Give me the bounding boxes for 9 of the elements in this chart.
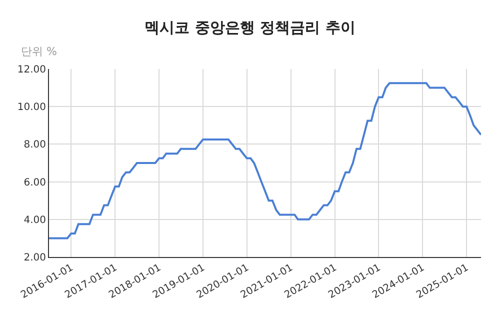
y-tick-label: 6.00	[24, 177, 46, 188]
y-tick-label: 2.00	[24, 252, 46, 264]
y-tick-label: 10.00	[17, 102, 46, 114]
chart-title: 멕시코 중앙은행 정책금리 추이	[144, 18, 356, 36]
line-series	[49, 82, 481, 240]
y-axis-title: 단위 %	[21, 45, 57, 58]
y-tick-label: 4.00	[24, 214, 46, 226]
y-tick-label: 8.00	[24, 140, 46, 151]
y-tick-label: 12.00	[17, 64, 46, 76]
